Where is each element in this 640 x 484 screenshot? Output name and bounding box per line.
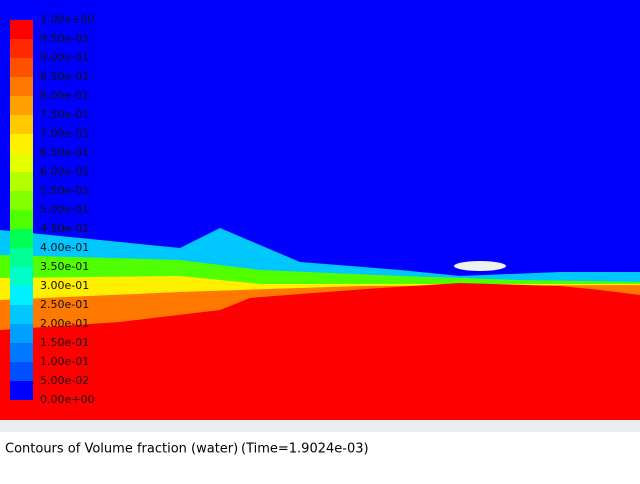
caption-area bbox=[0, 432, 640, 480]
caption-time: (Time=1.9024e-03) bbox=[241, 442, 369, 457]
legend-label: 4.50e-01 bbox=[40, 222, 89, 235]
caption-title: Contours of Volume fraction (water) bbox=[5, 442, 238, 457]
legend-swatch bbox=[10, 153, 33, 172]
legend-swatch bbox=[10, 229, 33, 248]
legend-swatch bbox=[10, 77, 33, 96]
legend-label: 7.50e-01 bbox=[40, 108, 89, 121]
legend-swatch bbox=[10, 267, 33, 286]
legend-label: 6.50e-01 bbox=[40, 146, 89, 159]
legend-label: 2.50e-01 bbox=[40, 298, 89, 311]
legend-label: 2.00e-01 bbox=[40, 317, 89, 330]
legend-label: 9.50e-01 bbox=[40, 32, 89, 45]
legend-label: 9.00e-01 bbox=[40, 51, 89, 64]
legend-label: 3.00e-01 bbox=[40, 279, 89, 292]
field-band bbox=[0, 283, 640, 420]
legend-label: 5.00e-01 bbox=[40, 203, 89, 216]
legend-label: 5.00e-02 bbox=[40, 374, 89, 387]
legend-swatch bbox=[10, 324, 33, 343]
legend-label: 1.00e-01 bbox=[40, 355, 89, 368]
legend-label: 1.00e+00 bbox=[40, 13, 94, 26]
legend-label: 7.00e-01 bbox=[40, 127, 89, 140]
legend-swatch bbox=[10, 191, 33, 210]
legend-label: 8.00e-01 bbox=[40, 89, 89, 102]
legend-label: 6.00e-01 bbox=[40, 165, 89, 178]
legend-label: 5.50e-01 bbox=[40, 184, 89, 197]
legend-swatch bbox=[10, 134, 33, 153]
legend-swatch bbox=[10, 248, 33, 267]
legend-label: 1.50e-01 bbox=[40, 336, 89, 349]
legend-swatch bbox=[10, 58, 33, 77]
legend-swatch bbox=[10, 96, 33, 115]
legend-label: 3.50e-01 bbox=[40, 260, 89, 273]
legend-swatch bbox=[10, 115, 33, 134]
legend-swatch bbox=[10, 39, 33, 58]
legend-label: 4.00e-01 bbox=[40, 241, 89, 254]
legend-swatch bbox=[10, 210, 33, 229]
legend-label: 0.00e+00 bbox=[40, 393, 94, 406]
legend-swatch bbox=[10, 172, 33, 191]
status-strip bbox=[0, 420, 640, 432]
legend-swatch bbox=[10, 20, 33, 39]
bubble bbox=[454, 261, 506, 271]
legend-swatch bbox=[10, 381, 33, 400]
legend-swatch bbox=[10, 362, 33, 381]
legend-swatch bbox=[10, 286, 33, 305]
legend-swatch bbox=[10, 305, 33, 324]
legend-swatch bbox=[10, 343, 33, 362]
legend-label: 8.50e-01 bbox=[40, 70, 89, 83]
